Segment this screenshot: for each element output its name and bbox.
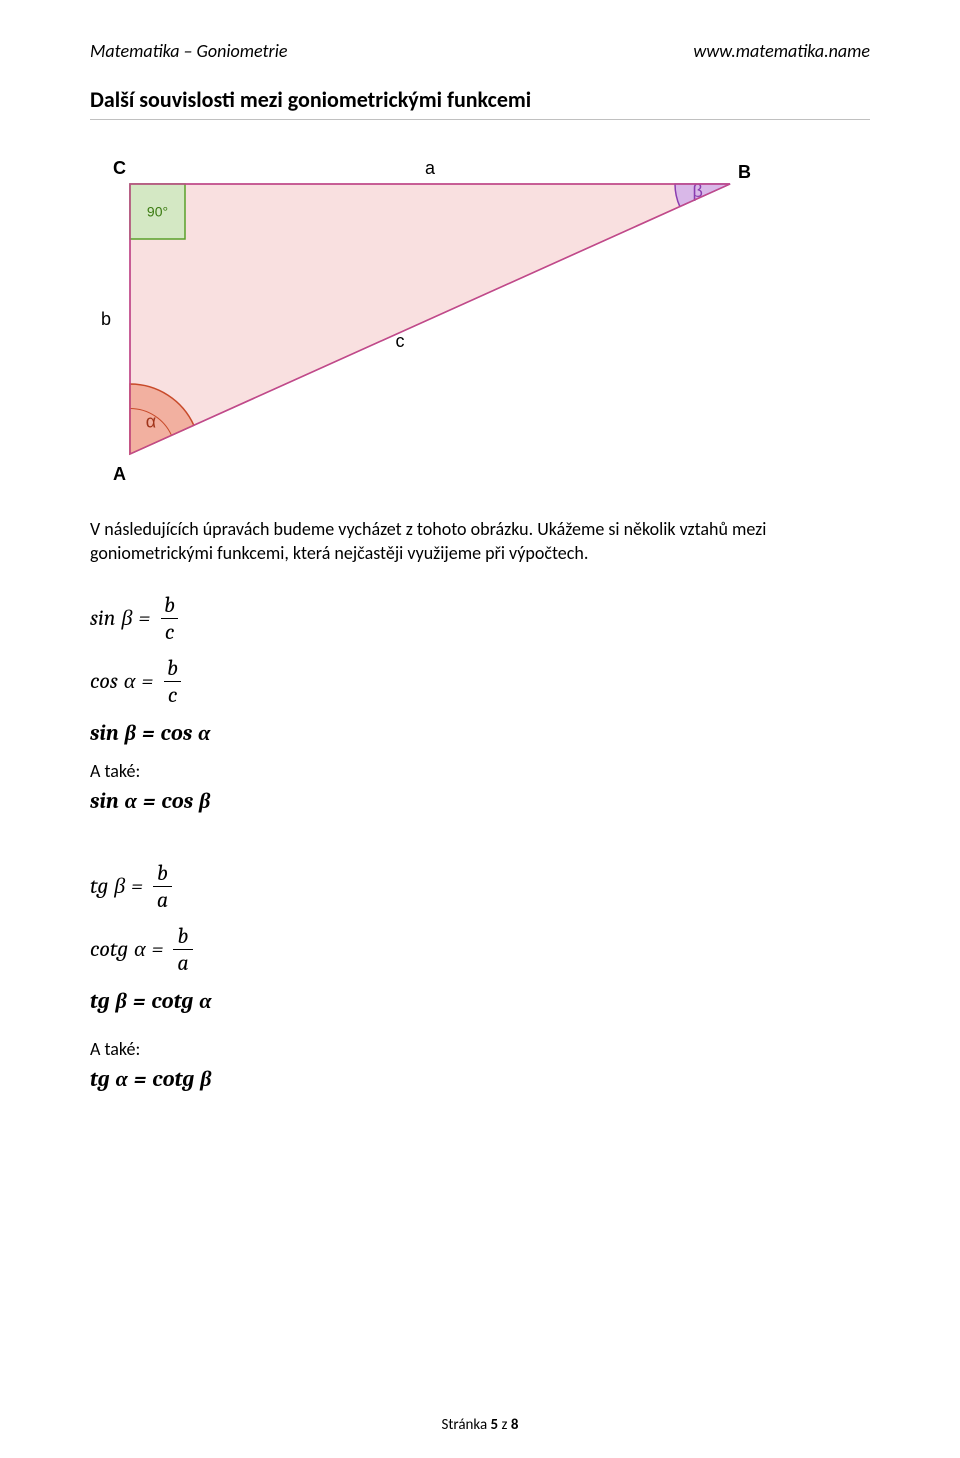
var-alpha: α <box>134 936 146 962</box>
numerator: b <box>153 862 172 886</box>
var-beta: β <box>200 1066 211 1092</box>
eq-cos-alpha: cos α = b c <box>90 657 870 706</box>
fn-sin: sin <box>90 788 119 814</box>
denominator: c <box>161 618 179 643</box>
var-alpha: α <box>124 668 136 694</box>
triangle-figure: 90°αβCBAabc <box>90 144 870 489</box>
header-right: www.matematika.name <box>693 40 870 62</box>
footer-prefix: Stránka <box>442 1416 491 1434</box>
numerator: b <box>163 657 182 681</box>
var-beta: β <box>199 788 210 814</box>
frac-b-over-a: b a <box>173 925 192 974</box>
page-footer: Stránka 5 z 8 <box>0 1416 960 1434</box>
eq-sign: = <box>134 1066 147 1092</box>
fn-tg: tg <box>90 873 108 899</box>
svg-text:c: c <box>396 331 405 351</box>
var-beta: β <box>121 605 132 631</box>
var-alpha: α <box>125 788 137 814</box>
footer-total: 8 <box>511 1416 519 1434</box>
eq-sign: = <box>141 668 153 694</box>
eq-sign: = <box>133 988 146 1014</box>
page-header: Matematika – Goniometrie www.matematika.… <box>90 40 870 62</box>
frac-b-over-a: b a <box>153 862 172 911</box>
fn-cotg: cotg <box>152 1066 194 1092</box>
var-alpha: α <box>199 988 211 1014</box>
also-label-1: A také: <box>90 760 870 782</box>
section-title: Další souvislosti mezi goniometrickými f… <box>90 86 870 120</box>
intro-paragraph: V následujících úpravách budeme vycházet… <box>90 517 870 566</box>
svg-text:α: α <box>146 412 156 432</box>
fn-cos: cos <box>161 788 193 814</box>
svg-text:b: b <box>101 309 111 329</box>
header-left: Matematika – Goniometrie <box>90 40 287 62</box>
fn-cotg: cotg <box>90 936 128 962</box>
eq-tgb-eq-cotga: tg β = cotg α <box>90 988 870 1014</box>
fn-cotg: cotg <box>151 988 193 1014</box>
svg-text:90°: 90° <box>147 204 168 220</box>
footer-mid: z <box>498 1416 511 1434</box>
fn-sin: sin <box>90 720 119 746</box>
denominator: c <box>164 681 182 706</box>
eq-sign: = <box>152 936 164 962</box>
footer-page: 5 <box>491 1416 499 1434</box>
eq-sin-beta: sin β = b c <box>90 594 870 643</box>
eq-sign: = <box>131 873 143 899</box>
eq-sign: = <box>142 720 155 746</box>
eq-sina-eq-cosb: sin α = cos β <box>90 788 870 814</box>
denominator: a <box>173 949 192 974</box>
fn-tg: tg <box>90 988 110 1014</box>
svg-text:C: C <box>113 158 126 178</box>
svg-text:B: B <box>738 162 751 182</box>
also-label-2: A také: <box>90 1038 870 1060</box>
numerator: b <box>160 594 179 618</box>
eq-sign: = <box>143 788 156 814</box>
eq-tg-beta: tg β = b a <box>90 862 870 911</box>
eq-cotg-alpha: cotg α = b a <box>90 925 870 974</box>
fn-tg: tg <box>90 1066 110 1092</box>
var-beta: β <box>125 720 136 746</box>
var-beta: β <box>114 873 125 899</box>
fn-cos: cos <box>161 720 193 746</box>
denominator: a <box>153 886 172 911</box>
frac-b-over-c: b c <box>163 657 182 706</box>
svg-text:A: A <box>113 464 126 484</box>
fn-cos: cos <box>90 668 118 694</box>
var-alpha: α <box>116 1066 128 1092</box>
numerator: b <box>174 925 193 949</box>
eq-sinb-eq-cosa: sin β = cos α <box>90 720 870 746</box>
eq-sign: = <box>138 605 150 631</box>
fn-sin: sin <box>90 605 115 631</box>
svg-text:a: a <box>425 158 436 178</box>
var-beta: β <box>116 988 127 1014</box>
frac-b-over-c: b c <box>160 594 179 643</box>
eq-tga-eq-cotgb: tg α = cotg β <box>90 1066 870 1092</box>
var-alpha: α <box>198 720 210 746</box>
